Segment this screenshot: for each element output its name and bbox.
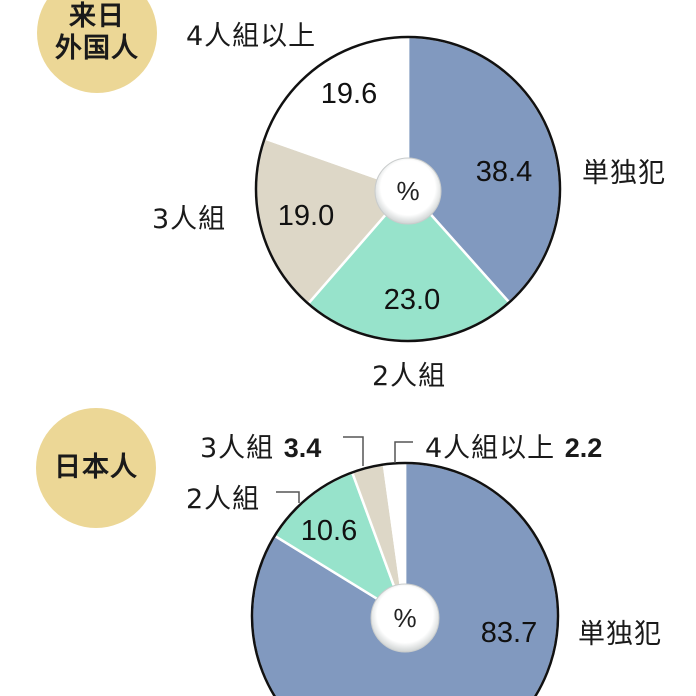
foreign-unit-label: % [396, 176, 419, 206]
foreign-label-solo: 単独犯 [582, 158, 666, 189]
foreign-value-pair: 23.0 [384, 284, 440, 316]
japanese-value-solo: 83.7 [481, 617, 537, 649]
badge-foreign-line2: 外国人 [55, 33, 139, 64]
japanese-label-four-plus-text: 4人組以上 [425, 433, 556, 464]
foreign-center-hole [374, 157, 442, 225]
japanese-value-four-plus: 2.2 [564, 433, 603, 463]
foreign-pie-outline [254, 35, 562, 343]
badge-japanese: 日本人 [36, 408, 156, 528]
japanese-value-pair: 10.6 [301, 515, 357, 547]
foreign-value-four_plus: 19.6 [321, 78, 377, 110]
badge-foreign: 来日 外国人 [37, 0, 157, 93]
japanese-unit-label: % [393, 603, 416, 633]
badge-foreign-line1: 来日 [69, 1, 125, 32]
japanese-label-pair: 2人組 [186, 484, 261, 515]
foreign-label-four-plus: 4人組以上 [186, 21, 317, 52]
japanese-pie: % 10.6 83.7 [250, 461, 560, 696]
japanese-leader-four-plus [394, 441, 413, 463]
japanese-leader-pair [276, 491, 300, 503]
foreign-value-trio: 19.0 [278, 200, 334, 232]
japanese-label-trio-text: 3人組 [200, 433, 275, 464]
japanese-leader-trio [343, 436, 364, 466]
japanese-label-trio: 3人組 3.4 [200, 426, 321, 465]
japanese-label-solo: 単独犯 [578, 619, 662, 650]
foreign-value-solo: 38.4 [476, 156, 532, 188]
foreign-label-trio: 3人組 [152, 204, 227, 235]
foreign-label-pair: 2人組 [372, 361, 447, 392]
japanese-value-trio: 3.4 [283, 433, 322, 463]
badge-japanese-line1: 日本人 [54, 452, 138, 483]
japanese-pie-outline [250, 461, 560, 696]
japanese-center-hole [370, 583, 440, 653]
japanese-label-four-plus: 4人組以上 2.2 [425, 426, 602, 465]
foreign-pie: % 19.6 38.4 19.0 23.0 [254, 35, 562, 343]
